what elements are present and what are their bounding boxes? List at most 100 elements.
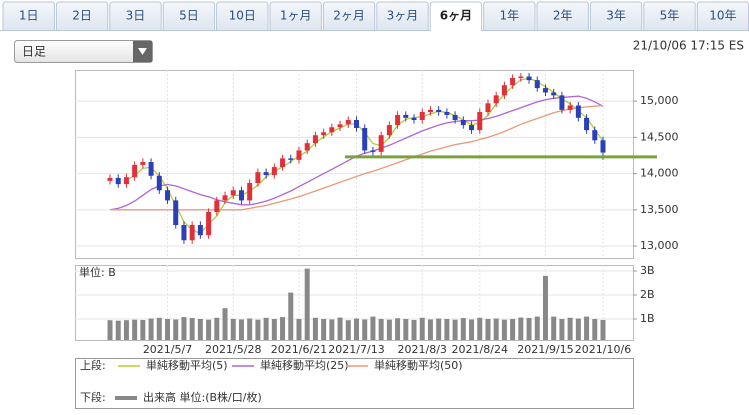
volume-bar xyxy=(140,319,146,340)
tab-label[interactable]: 1年 xyxy=(499,9,519,23)
candle-body xyxy=(214,200,220,212)
candle-body xyxy=(526,76,532,81)
volume-bar xyxy=(148,318,154,340)
tab[interactable] xyxy=(2,1,55,30)
volume-bar xyxy=(427,319,433,340)
tab-label[interactable]: 1日 xyxy=(19,9,39,23)
tab[interactable] xyxy=(322,1,376,30)
candle-body xyxy=(518,76,524,78)
candle-body xyxy=(271,167,277,176)
volume-bar xyxy=(526,318,532,340)
volume-bar xyxy=(238,319,244,340)
candle-body xyxy=(263,172,269,176)
volume-bar xyxy=(493,318,499,340)
candle-body xyxy=(206,211,212,236)
y-tick-label: 14,500 xyxy=(640,130,679,143)
chart: 13,000 13,500 14,000 14,500 15,000 1B 2B 3B 2021… xyxy=(75,70,679,404)
candle-body xyxy=(493,95,499,104)
tab[interactable] xyxy=(55,1,109,30)
tab[interactable] xyxy=(696,1,749,30)
tab-label[interactable]: 5日 xyxy=(179,9,199,23)
unit-label: 単位: B xyxy=(79,265,116,279)
y-tick-label: 2B xyxy=(640,288,655,301)
candle-body xyxy=(337,124,343,128)
tab[interactable] xyxy=(643,1,696,30)
tab-label[interactable]: 3日 xyxy=(126,9,146,23)
tab-label[interactable]: 5年 xyxy=(660,9,680,23)
candle-body xyxy=(238,190,244,201)
volume-bar xyxy=(271,319,277,340)
legend-text: 単純移動平均(25) xyxy=(260,358,349,372)
tab-label[interactable]: 3ヶ月 xyxy=(387,9,419,23)
tab-label[interactable]: 2ヶ月 xyxy=(333,9,365,23)
volume-bar xyxy=(255,319,261,340)
candle-body xyxy=(296,150,302,160)
tab[interactable] xyxy=(109,1,162,30)
candle-body xyxy=(403,114,409,118)
volume-bar xyxy=(165,319,171,340)
volume-bar xyxy=(395,318,401,340)
candle-body xyxy=(485,103,491,113)
candle-body xyxy=(329,127,335,133)
x-tick-label: 2021/5/7 xyxy=(143,343,192,356)
candle-body xyxy=(148,162,154,176)
period-select[interactable] xyxy=(14,40,153,63)
candle-body xyxy=(436,109,442,113)
tab-label[interactable]: 10年 xyxy=(709,9,736,23)
volume-bar xyxy=(378,319,384,340)
volume-bar xyxy=(280,317,286,340)
tab[interactable] xyxy=(269,1,322,30)
candle-body xyxy=(132,164,138,178)
volume-bar xyxy=(214,317,220,340)
y-tick-label: 14,000 xyxy=(640,167,679,180)
volume-bar xyxy=(354,318,359,340)
volume-bar xyxy=(501,319,507,340)
tab[interactable] xyxy=(216,1,269,30)
candle-body xyxy=(444,112,450,115)
tab-label[interactable]: 3年 xyxy=(606,9,626,23)
volume-bar xyxy=(559,319,565,340)
candle-body xyxy=(395,114,401,126)
candle-body xyxy=(197,225,203,236)
volume-bar xyxy=(296,319,302,340)
candle-body xyxy=(542,88,548,93)
tab[interactable] xyxy=(483,1,536,30)
volume-bar xyxy=(469,319,475,340)
tab-label[interactable]: 2日 xyxy=(72,9,92,23)
candle-body xyxy=(247,183,253,201)
volume-bar xyxy=(592,319,598,340)
candle-body xyxy=(255,172,261,184)
volume-bar xyxy=(312,317,318,340)
volume-bar xyxy=(189,318,195,340)
legend-text: 出来高 単位:(B株/口/枚) xyxy=(143,390,262,404)
volume-bar xyxy=(329,319,335,340)
volume-bar xyxy=(263,317,269,340)
candle-body xyxy=(354,119,359,128)
volume-bar xyxy=(436,318,442,340)
volume-bar xyxy=(444,319,450,340)
tab[interactable] xyxy=(589,1,643,30)
tab[interactable] xyxy=(536,1,589,30)
y-tick-label: 13,500 xyxy=(640,203,679,216)
tab-label[interactable]: 2年 xyxy=(553,9,573,23)
tab-label[interactable]: 10日 xyxy=(229,9,256,23)
candle-body xyxy=(280,158,286,168)
volume-bar xyxy=(230,319,236,340)
volume-bar xyxy=(584,316,590,340)
candle-body xyxy=(165,190,171,201)
tab[interactable] xyxy=(376,1,429,30)
x-tick-label: 2021/10/6 xyxy=(575,343,631,356)
x-tick-label: 2021/6/21 xyxy=(271,343,327,356)
tab[interactable] xyxy=(162,1,216,30)
volume-bar xyxy=(362,319,368,340)
volume-bar xyxy=(132,319,138,340)
volume-bar xyxy=(107,320,113,340)
tab-label[interactable]: 1ヶ月 xyxy=(280,9,312,23)
tab-label[interactable]: 6ヶ月 xyxy=(440,9,472,23)
candle-body xyxy=(312,135,318,144)
volume-bar xyxy=(304,268,310,340)
volume-bar xyxy=(345,320,351,340)
tab[interactable] xyxy=(429,1,483,30)
